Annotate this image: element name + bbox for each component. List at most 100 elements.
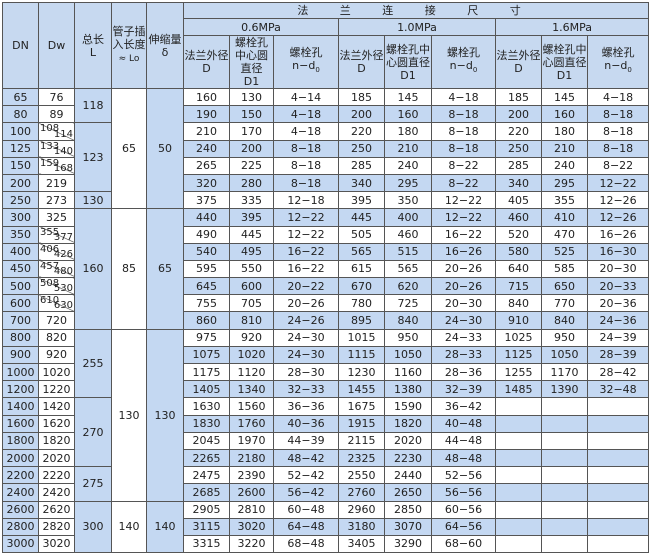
p10-bolt-holes-cell: 4−18 — [431, 87, 496, 107]
p16-flange-od-cell — [495, 431, 542, 450]
header-pressure: 0.6MPa — [183, 18, 339, 36]
p16-bolt-holes-cell — [586, 466, 650, 485]
p06-bolt-circle-cell: 1970 — [229, 431, 274, 450]
p16-bolt-holes-cell: 12−22 — [586, 173, 650, 193]
header-bolt-holes-label: 螺栓孔 — [601, 46, 635, 60]
p06-flange-od-cell: 2045 — [183, 431, 230, 450]
p06-bolt-circle-cell: 2390 — [229, 466, 274, 485]
p16-bolt-circle-cell: 1050 — [541, 345, 588, 365]
header-bolt-circle: 螺栓孔中心圆直径 D1 — [384, 35, 432, 89]
p16-bolt-circle-cell: 585 — [541, 259, 588, 279]
p16-flange-od-cell — [495, 397, 542, 416]
bolt-hole-subscript: 0 — [472, 66, 478, 75]
p06-bolt-circle-cell: 395 — [229, 208, 274, 227]
p06-bolt-holes-cell: 12−18 — [273, 191, 339, 210]
dn-cell: 400 — [2, 242, 39, 261]
p16-flange-od-cell: 910 — [495, 311, 542, 330]
header-dw: Dw — [38, 2, 75, 89]
table-row: 125 133 140 240 200 8−18 250 210 8−18 250 210 8−18 — [2, 139, 650, 158]
header-bolt-holes: 螺栓孔 n−d0 — [586, 35, 650, 89]
dn-cell: 2400 — [2, 483, 39, 502]
p16-bolt-holes-cell: 24−36 — [586, 311, 650, 330]
p16-bolt-holes-cell — [586, 414, 650, 433]
expansion-cell: 50 — [146, 87, 184, 210]
p06-bolt-holes-cell: 24−30 — [273, 345, 339, 365]
p06-flange-od-cell: 490 — [183, 225, 230, 244]
dw-cell: 273 — [38, 191, 75, 210]
p06-bolt-holes-cell: 4−18 — [273, 122, 339, 141]
p06-bolt-holes-cell: 20−22 — [273, 277, 339, 296]
header-bolt-holes-symbol: n−d — [604, 59, 628, 73]
table-row: 80 89 190 150 4−18 200 160 8−18 200 160 8−18 — [2, 105, 650, 124]
p16-flange-od-cell: 715 — [495, 277, 542, 296]
dw-cell: 1420 — [38, 397, 75, 416]
dw-cell: 76 — [38, 87, 75, 107]
p10-bolt-holes-cell: 8−18 — [431, 139, 496, 158]
dn-cell: 350 — [2, 225, 39, 244]
dn-cell: 2600 — [2, 500, 39, 519]
dn-cell: 2200 — [2, 466, 39, 485]
dw-cell: 2620 — [38, 500, 75, 519]
header-bolt-holes-label: 螺栓孔 — [289, 46, 323, 60]
p10-flange-od-cell: 220 — [338, 122, 385, 141]
p10-flange-od-cell: 200 — [338, 105, 385, 124]
p06-bolt-circle-cell: 150 — [229, 105, 274, 124]
p10-flange-od-cell: 445 — [338, 208, 385, 227]
p06-bolt-circle-cell: 2600 — [229, 483, 274, 502]
dw-max: 426 — [53, 248, 73, 260]
dw-max: 377 — [53, 231, 73, 243]
dn-cell: 80 — [2, 105, 39, 124]
header-flange-od-symbol: D — [357, 62, 366, 75]
insert-length-cell: 85 — [111, 208, 147, 330]
table-row: 2200 2220 275 2475 2390 52−42 2550 2440 52−56 — [2, 466, 650, 502]
p10-flange-od-cell: 2760 — [338, 483, 385, 502]
p16-flange-od-cell: 340 — [495, 173, 542, 193]
p16-flange-od-cell: 460 — [495, 208, 542, 227]
p06-flange-od-cell: 540 — [183, 242, 230, 261]
p06-bolt-circle-cell: 2810 — [229, 500, 274, 519]
p16-bolt-holes-cell: 32−48 — [586, 380, 650, 399]
p06-flange-od-cell: 440 — [183, 208, 230, 227]
p16-flange-od-cell: 1485 — [495, 380, 542, 399]
p16-bolt-circle-cell — [541, 466, 588, 485]
length-cell: 130 — [74, 191, 112, 210]
p06-bolt-holes-cell: 36−36 — [273, 397, 339, 416]
p16-bolt-circle-cell: 210 — [541, 139, 588, 158]
p10-bolt-holes-cell: 36−42 — [431, 397, 496, 416]
p06-flange-od-cell: 2265 — [183, 448, 230, 468]
p06-bolt-circle-cell: 810 — [229, 311, 274, 330]
p10-bolt-holes-cell: 48−48 — [431, 448, 496, 468]
expansion-cell: 65 — [146, 208, 184, 330]
header-flange-od-label: 法兰外径 — [496, 49, 541, 62]
p06-bolt-holes-cell: 48−42 — [273, 448, 339, 468]
p16-bolt-circle-cell — [541, 397, 588, 416]
dw-cell: 610 630 — [38, 294, 75, 313]
header-bolt-holes: 螺栓孔 n−d0 — [431, 35, 496, 89]
p10-flange-od-cell: 3405 — [338, 534, 385, 554]
header-expansion-symbol: δ — [161, 45, 169, 59]
p10-flange-od-cell: 2550 — [338, 466, 385, 485]
p06-bolt-holes-cell: 4−14 — [273, 87, 339, 107]
dw-max: 630 — [53, 300, 73, 312]
dw-cell: 2420 — [38, 483, 75, 502]
p16-bolt-holes-cell — [586, 483, 650, 502]
dn-cell: 200 — [2, 173, 39, 193]
p10-bolt-circle-cell: 725 — [384, 294, 432, 313]
p10-bolt-circle-cell: 2020 — [384, 431, 432, 450]
p06-bolt-holes-cell: 4−18 — [273, 105, 339, 124]
p16-bolt-circle-cell: 240 — [541, 156, 588, 175]
p10-flange-od-cell: 2325 — [338, 448, 385, 468]
p10-bolt-holes-cell: 16−22 — [431, 225, 496, 244]
dw-cell: 3020 — [38, 534, 75, 554]
p16-flange-od-cell: 285 — [495, 156, 542, 175]
p10-bolt-holes-cell: 16−26 — [431, 242, 496, 261]
p16-flange-od-cell: 1025 — [495, 328, 542, 347]
dw-cell: 920 — [38, 345, 75, 365]
insert-length-cell: 130 — [111, 328, 147, 502]
p16-bolt-holes-cell: 4−18 — [586, 87, 650, 107]
table-row: 2600 2620 300 140 140 2905 2810 60−48 2960 2850 60… — [2, 500, 650, 554]
p16-bolt-circle-cell: 180 — [541, 122, 588, 141]
dw-cell: 108 114 — [38, 122, 75, 141]
dn-cell: 1200 — [2, 380, 39, 399]
header-bolt-holes: 螺栓孔 n−d0 — [273, 35, 339, 89]
